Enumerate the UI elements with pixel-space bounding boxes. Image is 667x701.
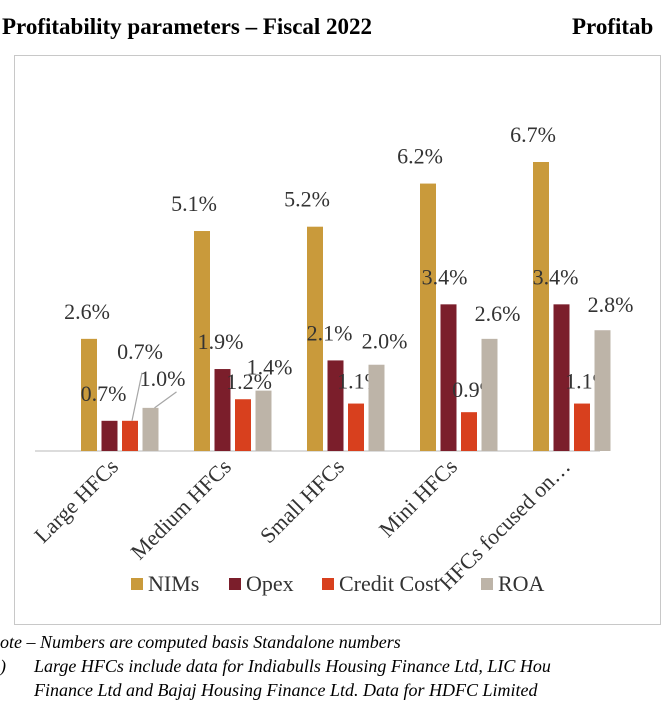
legend-swatch-credit-cost (322, 578, 334, 590)
second-chart-heading: Profitab (572, 14, 654, 39)
bar-nims-large-hfcs (81, 338, 97, 451)
category-label-mini-hfcs: Mini HFCs (374, 454, 462, 542)
bar-roa-hfcs-focused-on (594, 330, 611, 451)
data-label-nims-hfcs-focused-on: 6.7% (510, 122, 556, 147)
legend-swatch-opex (229, 578, 241, 590)
data-label-nims-small-hfcs: 5.2% (284, 187, 330, 212)
data-label-opex-medium-hfcs: 1.9% (198, 329, 244, 354)
data-label-roa-small-hfcs: 2.0% (362, 329, 408, 354)
bar-nims-small-hfcs (307, 226, 323, 451)
bar-opex-large-hfcs (101, 420, 118, 451)
data-label-nims-medium-hfcs: 5.1% (171, 191, 217, 216)
leader-line-credit-cost-large-hfcs (131, 372, 143, 421)
footnote-item-marker: ) (0, 656, 6, 676)
data-label-roa-large-hfcs: 1.0% (140, 366, 186, 391)
legend-label-roa: ROA (498, 571, 545, 596)
bar-credit-cost-small-hfcs (348, 403, 364, 451)
data-label-credit-cost-medium-hfcs: 1.2% (226, 369, 272, 394)
bar-credit-cost-mini-hfcs (461, 412, 477, 451)
bar-roa-large-hfcs (142, 407, 159, 451)
bar-nims-medium-hfcs (194, 231, 210, 451)
footnote-item-text: Large HFCs include data for Indiabulls H… (34, 656, 551, 676)
data-label-credit-cost-large-hfcs: 0.7% (117, 339, 163, 364)
data-label-nims-large-hfcs: 2.6% (64, 299, 110, 324)
legend-swatch-nims (131, 578, 143, 590)
chart-area: 2.6% 5.1% 5.2% 6.2% 6.7% 0.7% 1.9% 2.1% 3.4% 3.4%… (14, 55, 661, 625)
bar-opex-small-hfcs (327, 360, 344, 451)
legend-label-credit-cost: Credit Cost (339, 571, 440, 596)
data-label-opex-small-hfcs: 2.1% (307, 320, 353, 345)
legend-label-opex: Opex (246, 571, 294, 596)
bar-nims-hfcs-focused-on (533, 162, 549, 451)
bar-roa-mini-hfcs (481, 338, 498, 451)
bar-chart: 2.6% 5.1% 5.2% 6.2% 6.7% 0.7% 1.9% 2.1% 3.4% 3.4%… (29, 122, 634, 596)
bar-opex-medium-hfcs (214, 369, 231, 451)
footnote-cut-line: Finance Ltd and Bajaj Housing Finance Lt… (34, 680, 538, 700)
bar-credit-cost-hfcs-focused-on (574, 403, 590, 451)
bar-opex-mini-hfcs (440, 304, 457, 451)
bar-roa-small-hfcs (368, 364, 385, 451)
data-label-opex-large-hfcs: 0.7% (81, 381, 127, 406)
legend-swatch-roa (481, 578, 493, 590)
category-label-small-hfcs: Small HFCs (255, 454, 349, 548)
data-label-opex-mini-hfcs: 3.4% (422, 264, 468, 289)
category-label-medium-hfcs: Medium HFCs (125, 454, 236, 565)
category-label-large-hfcs: Large HFCs (29, 454, 123, 548)
data-label-roa-hfcs-focused-on: 2.8% (588, 292, 634, 317)
data-label-opex-hfcs-focused-on: 3.4% (533, 264, 579, 289)
bar-roa-medium-hfcs (255, 390, 272, 451)
bar-nims-mini-hfcs (420, 183, 436, 451)
data-label-roa-medium-hfcs: 1.4% (247, 355, 293, 380)
data-label-nims-mini-hfcs: 6.2% (397, 144, 443, 169)
chart-heading: Profitability parameters – Fiscal 2022 (2, 14, 373, 39)
legend-label-nims: NIMs (148, 571, 199, 596)
bar-credit-cost-large-hfcs (122, 420, 138, 451)
footnote-note: ote – Numbers are computed basis Standal… (0, 632, 401, 652)
data-label-roa-mini-hfcs: 2.6% (475, 301, 521, 326)
leader-line-roa-large-hfcs (154, 391, 177, 409)
bar-credit-cost-medium-hfcs (235, 399, 251, 451)
bar-opex-hfcs-focused-on (553, 304, 570, 451)
